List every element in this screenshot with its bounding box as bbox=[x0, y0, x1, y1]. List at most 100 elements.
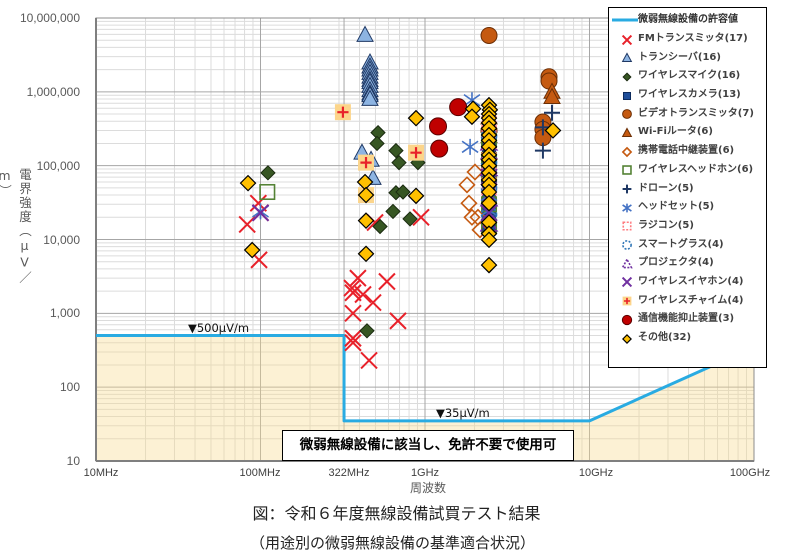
other-marker bbox=[480, 231, 498, 249]
hollow-diamond-marker-icon bbox=[621, 146, 633, 157]
wireless-chime-marker bbox=[358, 154, 375, 171]
drone-marker bbox=[622, 184, 632, 194]
legend-item-drone: ドローン(5) bbox=[609, 180, 766, 199]
legend-label: 微弱無線設備の許容値 bbox=[638, 14, 738, 25]
mobile-repeater-marker bbox=[463, 208, 481, 226]
legend-item-wireless-earphones: ワイヤレスイヤホン(4) bbox=[609, 273, 766, 292]
y-tick-label: 10,000,000 bbox=[19, 11, 80, 25]
x-tick-label: 1GHz bbox=[410, 467, 440, 479]
wifi-router-marker bbox=[543, 87, 561, 104]
fm-transmitter-marker bbox=[344, 334, 362, 352]
legend-label: その他(32) bbox=[638, 332, 692, 343]
signal-jammer-marker bbox=[429, 117, 448, 136]
transceiver-marker bbox=[356, 25, 374, 42]
series-signal-jammer bbox=[429, 98, 468, 158]
x-tick-label: 322MHz bbox=[328, 467, 370, 479]
legend-label: ヘッドセット(5) bbox=[638, 201, 715, 213]
wireless-earphones-marker bbox=[621, 277, 633, 288]
fm-transmitter-marker bbox=[621, 34, 633, 45]
y-tick-label: 10,000 bbox=[43, 233, 80, 247]
wireless-microphone-marker bbox=[402, 211, 418, 227]
legend-item-wireless-headphones: ワイヤレスヘッドホン(6) bbox=[609, 161, 766, 180]
legend-item-limit-line: 微弱無線設備の許容値 bbox=[609, 9, 766, 30]
other-marker bbox=[544, 122, 562, 139]
line-swatch-icon bbox=[612, 18, 638, 22]
y-tick-label: 100,000 bbox=[36, 159, 80, 173]
plus-square-marker-icon bbox=[622, 296, 632, 306]
projector-marker bbox=[479, 189, 499, 207]
legend-item-wifi-router: Wi-Fiルータ(6) bbox=[609, 123, 766, 142]
series-other bbox=[239, 96, 562, 274]
other-marker bbox=[357, 186, 375, 204]
wireless-headphones-marker bbox=[622, 165, 632, 176]
dashed-circle-marker-icon bbox=[622, 240, 632, 250]
signal-jammer-marker bbox=[621, 314, 633, 325]
legend-item-mobile-repeater: 携帯電話中継装置(6) bbox=[609, 142, 766, 161]
y-axis-title: 電界強度（μV／m） bbox=[0, 168, 32, 285]
red-x-marker-icon bbox=[621, 34, 633, 45]
legend-item-rc-toy: ラジコン(5) bbox=[609, 217, 766, 236]
video-transmitter-marker bbox=[540, 72, 558, 90]
signal-jammer-marker bbox=[430, 139, 449, 158]
other-marker bbox=[407, 109, 425, 127]
red-circle-marker-icon bbox=[621, 314, 633, 325]
wireless-chime-marker bbox=[408, 144, 425, 161]
fm-transmitter-marker bbox=[238, 215, 256, 234]
legend-label: ワイヤレスカメラ(13) bbox=[638, 89, 741, 101]
mobile-repeater-marker bbox=[621, 146, 633, 157]
video-transmitter-marker bbox=[622, 109, 632, 120]
headset-marker bbox=[622, 203, 632, 213]
x-tick-label: 10MHz bbox=[83, 467, 119, 479]
headset-marker bbox=[461, 138, 479, 155]
green-diamond-marker-icon bbox=[622, 72, 632, 82]
other-marker bbox=[407, 187, 425, 205]
x-tick-label: 100MHz bbox=[239, 467, 281, 479]
brown-circle-marker-icon bbox=[622, 109, 632, 120]
signal-jammer-marker bbox=[449, 98, 468, 117]
license-exempt-notice-box: 微弱無線設備に該当し、免許不要で使用可 bbox=[282, 430, 574, 461]
fm-transmitter-marker bbox=[364, 293, 382, 312]
fm-transmitter-marker bbox=[354, 285, 372, 304]
figure-subtitle: （用途別の微弱無線設備の基準適合状況） bbox=[249, 534, 535, 552]
legend-item-transceiver: トランシーバ(16) bbox=[609, 49, 766, 68]
legend-item-projector: プロジェクタ(4) bbox=[609, 254, 766, 273]
y-tick-label: 1,000,000 bbox=[26, 85, 80, 99]
wireless-earphones-marker bbox=[480, 204, 498, 222]
limit-annotation-35: ▼35μV/m bbox=[436, 406, 490, 420]
dashed-triangle-marker-icon bbox=[621, 257, 633, 269]
legend-item-video-transmitter: ビデオトランスミッタ(7) bbox=[609, 105, 766, 124]
legend-item-wireless-microphone: ワイヤレスマイク(16) bbox=[609, 67, 766, 86]
x-tick-label: 10GHz bbox=[578, 467, 614, 479]
fm-transmitter-marker bbox=[349, 269, 367, 287]
fm-transmitter-marker bbox=[412, 208, 430, 226]
other-marker bbox=[357, 245, 375, 263]
legend-label: ドローン(5) bbox=[638, 182, 694, 194]
legend-item-signal-jammer: 通信機能抑止装置(3) bbox=[609, 310, 766, 329]
other-marker bbox=[480, 194, 498, 212]
legend-label: 携帯電話中継装置(6) bbox=[638, 145, 735, 157]
wireless-microphone-marker bbox=[372, 218, 388, 235]
legend-label: Wi-Fiルータ(6) bbox=[638, 126, 713, 138]
y-tick-label: 10 bbox=[66, 454, 80, 468]
rc-toy-marker bbox=[622, 221, 632, 231]
other-marker bbox=[622, 333, 632, 344]
drone-marker bbox=[534, 142, 551, 159]
dashed-square-marker-icon bbox=[622, 221, 632, 231]
wireless-microphone-marker bbox=[395, 184, 411, 200]
legend-label: FMトランスミッタ(17) bbox=[638, 33, 748, 44]
legend-label: ワイヤレスイヤホン(4) bbox=[638, 275, 744, 287]
legend-label: トランシーバ(16) bbox=[638, 51, 721, 63]
blue-triangle-marker-icon bbox=[621, 52, 633, 63]
transceiver-marker bbox=[361, 89, 379, 106]
legend-label: スマートグラス(4) bbox=[638, 238, 724, 250]
wireless-microphone-marker bbox=[369, 135, 385, 152]
projector-marker bbox=[621, 257, 633, 269]
x-tick-label: 100GHz bbox=[729, 467, 771, 479]
yellow-diamond-marker-icon bbox=[622, 333, 632, 344]
legend-item-smart-glasses: スマートグラス(4) bbox=[609, 236, 766, 255]
series-fm-transmitter bbox=[238, 194, 430, 370]
legend-label: ワイヤレスマイク(16) bbox=[638, 70, 741, 82]
wireless-microphone-marker bbox=[391, 154, 407, 171]
navy-square-marker-icon bbox=[622, 91, 632, 100]
other-marker bbox=[357, 212, 375, 230]
